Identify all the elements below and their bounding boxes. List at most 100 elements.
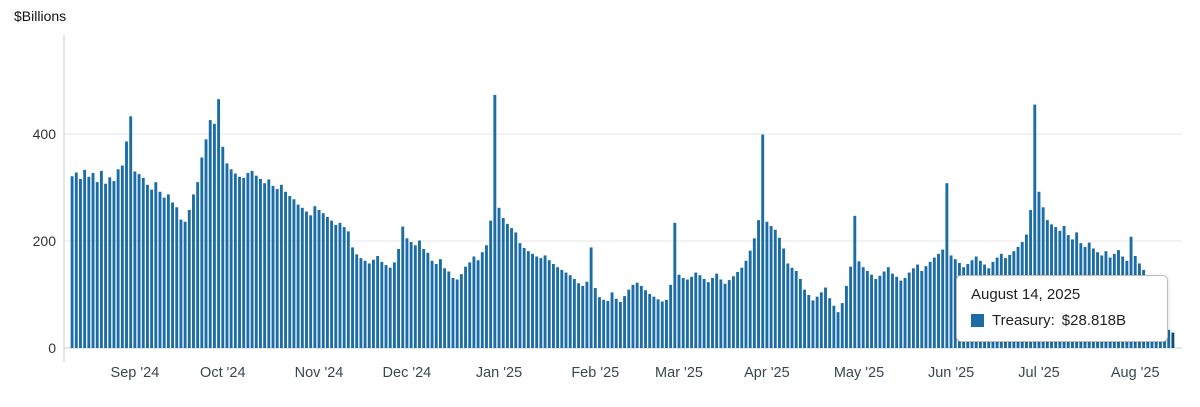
bar[interactable]	[589, 247, 593, 348]
bar[interactable]	[485, 245, 488, 348]
bar[interactable]	[865, 270, 869, 348]
bar[interactable]	[133, 171, 137, 348]
bar[interactable]	[757, 220, 760, 348]
bar[interactable]	[786, 263, 790, 348]
bar[interactable]	[665, 299, 668, 348]
bar[interactable]	[116, 169, 120, 348]
bar[interactable]	[267, 179, 271, 348]
bar[interactable]	[70, 176, 74, 348]
bar[interactable]	[300, 207, 304, 348]
bar[interactable]	[238, 176, 241, 348]
bar[interactable]	[313, 206, 317, 348]
bar[interactable]	[334, 224, 338, 348]
bar[interactable]	[861, 267, 865, 348]
bar[interactable]	[828, 298, 832, 348]
bar[interactable]	[183, 221, 187, 348]
bar[interactable]	[321, 213, 325, 348]
bar[interactable]	[899, 280, 903, 348]
bar[interactable]	[217, 99, 221, 349]
bar[interactable]	[472, 256, 476, 348]
bar[interactable]	[271, 185, 275, 348]
bar[interactable]	[1171, 332, 1175, 348]
bar[interactable]	[120, 165, 124, 348]
bar[interactable]	[761, 134, 765, 348]
bar[interactable]	[154, 182, 158, 348]
bar[interactable]	[175, 207, 179, 348]
bar[interactable]	[162, 197, 166, 348]
bar[interactable]	[928, 261, 932, 348]
bar[interactable]	[137, 174, 141, 348]
bar[interactable]	[79, 178, 82, 348]
bar[interactable]	[937, 253, 940, 348]
bar[interactable]	[372, 259, 375, 348]
bar[interactable]	[413, 245, 417, 348]
bar[interactable]	[870, 274, 873, 348]
bar[interactable]	[639, 285, 643, 348]
bar[interactable]	[886, 267, 890, 348]
bar[interactable]	[229, 169, 233, 348]
bar[interactable]	[250, 170, 254, 348]
bar[interactable]	[811, 300, 815, 348]
bar[interactable]	[794, 270, 798, 348]
bar[interactable]	[125, 141, 128, 348]
bar[interactable]	[187, 209, 191, 348]
bar[interactable]	[384, 265, 388, 348]
bar[interactable]	[685, 279, 689, 348]
bar[interactable]	[543, 255, 547, 348]
bar[interactable]	[744, 260, 748, 348]
bar[interactable]	[945, 183, 949, 348]
bar[interactable]	[924, 266, 928, 348]
bar[interactable]	[246, 173, 250, 348]
bar[interactable]	[932, 257, 936, 348]
bar[interactable]	[907, 272, 911, 348]
bar[interactable]	[422, 249, 426, 348]
bar[interactable]	[740, 267, 744, 348]
bar[interactable]	[330, 220, 334, 348]
bar[interactable]	[815, 296, 819, 348]
bar[interactable]	[911, 268, 915, 348]
bar[interactable]	[719, 279, 723, 348]
bar[interactable]	[99, 170, 103, 348]
bar[interactable]	[669, 284, 673, 348]
bar[interactable]	[874, 278, 878, 348]
bar[interactable]	[254, 175, 258, 348]
bar[interactable]	[916, 264, 920, 348]
bar[interactable]	[731, 276, 735, 348]
bar[interactable]	[242, 177, 246, 348]
bar[interactable]	[614, 298, 618, 348]
bar[interactable]	[803, 289, 807, 348]
bar[interactable]	[526, 251, 530, 348]
bar[interactable]	[752, 238, 756, 348]
bar[interactable]	[711, 277, 714, 348]
bar[interactable]	[351, 247, 354, 348]
bar[interactable]	[1037, 191, 1041, 348]
bar[interactable]	[782, 248, 786, 348]
bar[interactable]	[581, 285, 585, 348]
bar[interactable]	[459, 274, 463, 348]
bar[interactable]	[83, 169, 87, 348]
bar[interactable]	[455, 279, 459, 348]
bar[interactable]	[91, 173, 95, 348]
bar[interactable]	[279, 184, 283, 348]
bar[interactable]	[840, 303, 844, 348]
bar[interactable]	[535, 256, 539, 348]
bar[interactable]	[405, 238, 409, 348]
bar[interactable]	[305, 211, 308, 348]
bar[interactable]	[832, 305, 836, 348]
bar[interactable]	[493, 94, 497, 348]
bar[interactable]	[706, 282, 710, 348]
bar[interactable]	[212, 123, 216, 348]
bar[interactable]	[748, 250, 752, 348]
bar[interactable]	[476, 260, 480, 348]
bar[interactable]	[338, 222, 342, 348]
bar[interactable]	[736, 272, 740, 348]
bar[interactable]	[807, 295, 811, 348]
bar[interactable]	[644, 290, 647, 348]
bar[interactable]	[192, 194, 195, 348]
bar[interactable]	[104, 183, 108, 348]
bar[interactable]	[430, 260, 434, 348]
bar[interactable]	[798, 278, 802, 348]
bar[interactable]	[204, 139, 208, 348]
bar[interactable]	[769, 226, 773, 348]
bar[interactable]	[715, 273, 719, 348]
